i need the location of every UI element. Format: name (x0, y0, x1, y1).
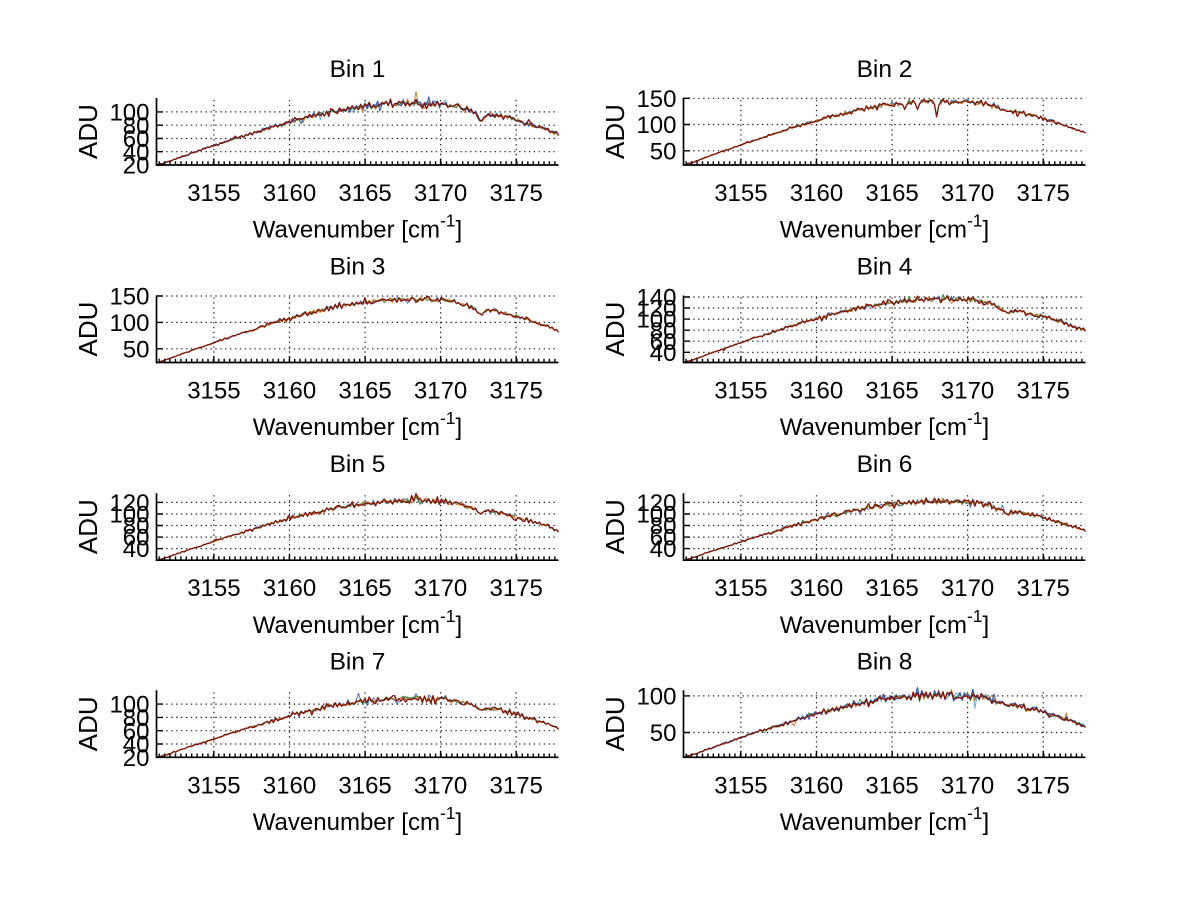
svg-text:120: 120 (636, 296, 676, 323)
svg-text:3170: 3170 (414, 378, 467, 405)
svg-text:ADU: ADU (600, 696, 630, 751)
svg-text:3155: 3155 (187, 180, 240, 207)
svg-text:40: 40 (123, 139, 150, 166)
svg-text:3155: 3155 (187, 378, 240, 405)
svg-text:Bin 4: Bin 4 (857, 254, 913, 281)
svg-text:80: 80 (123, 513, 150, 540)
svg-text:Bin 6: Bin 6 (857, 451, 913, 478)
svg-text:3170: 3170 (941, 575, 994, 602)
svg-text:Wavenumber [cm-1]: Wavenumber [cm-1] (780, 606, 989, 639)
svg-text:150: 150 (109, 284, 149, 311)
svg-text:80: 80 (650, 318, 677, 345)
svg-text:3170: 3170 (414, 575, 467, 602)
svg-text:Wavenumber [cm-1]: Wavenumber [cm-1] (253, 408, 462, 441)
svg-text:ADU: ADU (73, 696, 103, 751)
svg-text:ADU: ADU (73, 499, 103, 554)
svg-text:ADU: ADU (73, 104, 103, 159)
svg-text:40: 40 (123, 732, 150, 759)
svg-text:Wavenumber [cm-1]: Wavenumber [cm-1] (780, 211, 989, 244)
svg-text:100: 100 (109, 692, 149, 719)
svg-text:Bin 3: Bin 3 (330, 254, 386, 281)
svg-text:3165: 3165 (865, 180, 918, 207)
svg-text:Bin 1: Bin 1 (330, 56, 386, 83)
svg-text:Bin 5: Bin 5 (330, 451, 386, 478)
svg-text:100: 100 (636, 307, 676, 334)
svg-text:3160: 3160 (790, 772, 843, 799)
svg-text:3165: 3165 (338, 772, 391, 799)
svg-text:3165: 3165 (338, 575, 391, 602)
svg-text:150: 150 (636, 86, 676, 113)
svg-text:3170: 3170 (941, 378, 994, 405)
svg-text:120: 120 (109, 490, 149, 517)
svg-text:3165: 3165 (338, 378, 391, 405)
svg-text:120: 120 (636, 490, 676, 517)
svg-text:3160: 3160 (263, 180, 316, 207)
svg-text:100: 100 (109, 310, 149, 337)
svg-text:3170: 3170 (414, 180, 467, 207)
svg-text:100: 100 (636, 112, 676, 139)
svg-text:3175: 3175 (490, 772, 543, 799)
svg-text:3160: 3160 (263, 378, 316, 405)
svg-text:40: 40 (123, 536, 150, 563)
svg-text:50: 50 (123, 336, 150, 363)
svg-text:100: 100 (636, 684, 676, 711)
svg-text:3165: 3165 (865, 575, 918, 602)
svg-text:60: 60 (123, 718, 150, 745)
svg-text:3165: 3165 (865, 378, 918, 405)
svg-text:ADU: ADU (600, 104, 630, 159)
svg-text:20: 20 (123, 153, 150, 180)
svg-text:Wavenumber [cm-1]: Wavenumber [cm-1] (780, 803, 989, 836)
svg-text:3175: 3175 (490, 575, 543, 602)
svg-text:ADU: ADU (73, 302, 103, 357)
svg-text:20: 20 (123, 745, 150, 772)
svg-text:Bin 7: Bin 7 (330, 648, 386, 675)
svg-text:60: 60 (123, 525, 150, 552)
svg-text:3170: 3170 (941, 772, 994, 799)
svg-text:3160: 3160 (790, 378, 843, 405)
svg-text:3160: 3160 (790, 575, 843, 602)
svg-text:40: 40 (650, 340, 677, 367)
svg-text:3175: 3175 (1017, 378, 1070, 405)
svg-text:ADU: ADU (600, 499, 630, 554)
svg-text:100: 100 (109, 100, 149, 127)
svg-text:3175: 3175 (1017, 575, 1070, 602)
svg-text:80: 80 (123, 705, 150, 732)
svg-text:3155: 3155 (714, 772, 767, 799)
svg-text:3160: 3160 (790, 180, 843, 207)
svg-text:100: 100 (636, 502, 676, 529)
svg-text:60: 60 (650, 525, 677, 552)
svg-text:3160: 3160 (263, 772, 316, 799)
svg-text:40: 40 (650, 536, 677, 563)
svg-text:3175: 3175 (1017, 180, 1070, 207)
svg-text:60: 60 (650, 329, 677, 356)
svg-text:3175: 3175 (490, 180, 543, 207)
svg-text:Bin 2: Bin 2 (857, 56, 913, 83)
svg-text:50: 50 (650, 138, 677, 165)
svg-text:140: 140 (636, 285, 676, 312)
svg-text:3155: 3155 (714, 575, 767, 602)
svg-text:60: 60 (123, 126, 150, 153)
svg-text:3170: 3170 (941, 180, 994, 207)
svg-text:3155: 3155 (714, 378, 767, 405)
svg-text:3165: 3165 (865, 772, 918, 799)
svg-text:Wavenumber [cm-1]: Wavenumber [cm-1] (253, 606, 462, 639)
svg-text:3175: 3175 (490, 378, 543, 405)
svg-text:80: 80 (123, 113, 150, 140)
svg-text:Wavenumber [cm-1]: Wavenumber [cm-1] (253, 211, 462, 244)
svg-text:3155: 3155 (187, 772, 240, 799)
svg-text:3165: 3165 (338, 180, 391, 207)
svg-text:Wavenumber [cm-1]: Wavenumber [cm-1] (253, 803, 462, 836)
svg-text:ADU: ADU (600, 302, 630, 357)
svg-text:3155: 3155 (714, 180, 767, 207)
svg-text:Wavenumber [cm-1]: Wavenumber [cm-1] (780, 408, 989, 441)
svg-text:3155: 3155 (187, 575, 240, 602)
svg-text:3170: 3170 (414, 772, 467, 799)
svg-text:3175: 3175 (1017, 772, 1070, 799)
svg-text:3160: 3160 (263, 575, 316, 602)
svg-text:50: 50 (650, 720, 677, 747)
svg-text:80: 80 (650, 513, 677, 540)
svg-text:Bin 8: Bin 8 (857, 648, 913, 675)
svg-text:100: 100 (109, 502, 149, 529)
